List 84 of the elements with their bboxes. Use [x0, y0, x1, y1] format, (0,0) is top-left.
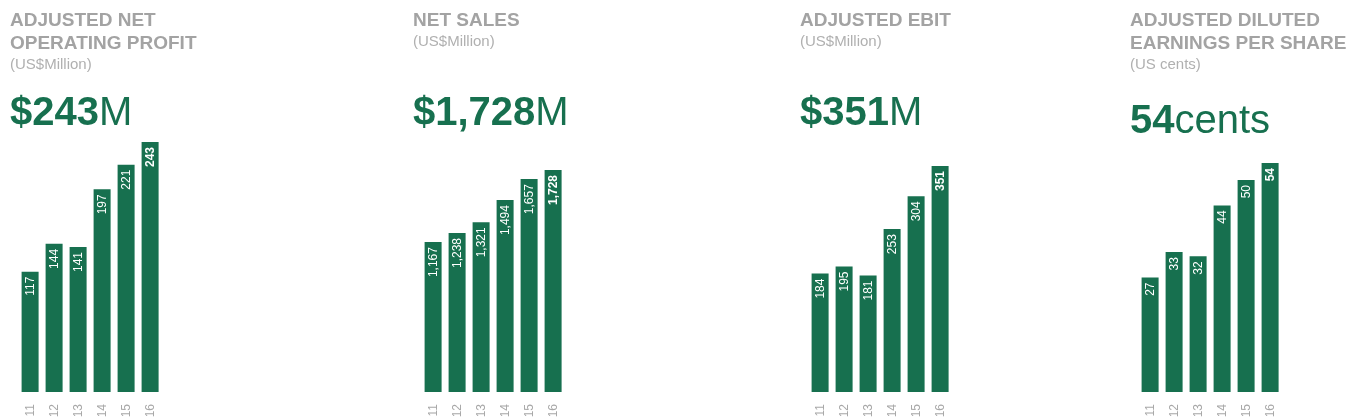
x-tick-label: 16	[143, 403, 157, 418]
bar	[448, 232, 466, 392]
x-tick-label: 15	[1239, 403, 1253, 418]
data-label: 181	[861, 280, 876, 301]
chart-title: ADJUSTED NET OPERATING PROFIT	[10, 8, 198, 54]
bar	[1141, 277, 1159, 392]
chart-subtitle: (US$Million)	[413, 31, 496, 51]
data-label: 144	[47, 248, 62, 269]
text: $243M	[10, 89, 133, 133]
chart-subtitle: (US$Million)	[800, 31, 883, 51]
data-label: 184	[813, 278, 828, 299]
bar	[141, 142, 159, 392]
x-tick-label: 12	[47, 403, 61, 418]
bar	[811, 273, 829, 392]
data-label: 1,321	[474, 226, 489, 258]
data-label: 304	[909, 200, 924, 222]
bar	[859, 275, 877, 392]
data-label: 141	[71, 251, 86, 272]
data-label: 221	[119, 169, 134, 190]
data-label: 117	[23, 276, 38, 296]
data-label: 33	[1167, 256, 1182, 271]
bar	[93, 189, 111, 392]
x-tick-label: 15	[522, 403, 536, 418]
x-tick-label: 14	[1215, 403, 1229, 418]
x-tick-label: 16	[546, 403, 560, 418]
chart-subtitle: (US$Million)	[10, 54, 93, 74]
bar	[117, 164, 135, 392]
bar	[835, 266, 853, 392]
chart-title: NET SALES	[413, 8, 521, 31]
bar	[45, 243, 63, 392]
x-tick-label: 15	[119, 403, 133, 418]
bar	[1189, 256, 1207, 392]
bar	[520, 179, 538, 392]
data-label: 54	[1263, 167, 1278, 182]
bar	[496, 200, 514, 392]
bar	[907, 196, 925, 392]
x-tick-label: 11	[426, 403, 440, 417]
data-label: 1,494	[498, 204, 513, 236]
data-label: 32	[1191, 260, 1206, 275]
chart-title: ADJUSTED DILUTED EARNINGS PER SHARE	[1130, 8, 1348, 54]
data-label: 44	[1215, 210, 1230, 224]
x-tick-label: 16	[933, 403, 947, 418]
data-label: 1,238	[450, 237, 465, 268]
x-tick-label: 11	[1143, 403, 1157, 417]
x-tick-label: 13	[474, 403, 488, 418]
bar	[1237, 179, 1255, 392]
x-tick-label: 13	[861, 403, 875, 418]
data-label: 1,728	[546, 174, 561, 206]
bar	[1213, 205, 1231, 392]
bar	[931, 166, 949, 392]
x-tick-label: 12	[837, 403, 851, 418]
bar	[424, 242, 442, 392]
bar	[472, 222, 490, 392]
data-label: 351	[933, 170, 948, 192]
x-tick-label: 14	[95, 403, 109, 418]
data-label: 253	[885, 233, 900, 255]
bar	[1261, 163, 1279, 392]
text: $351M	[800, 89, 923, 133]
data-label: 50	[1239, 184, 1254, 199]
data-label: 195	[837, 271, 852, 292]
data-label: 1,657	[522, 183, 537, 215]
text: $1,728M	[413, 89, 569, 133]
bar	[544, 170, 562, 392]
bar	[883, 229, 901, 392]
chart-title: ADJUSTED EBIT	[800, 8, 952, 31]
x-tick-label: 12	[450, 403, 464, 418]
data-label: 1,167	[426, 246, 441, 278]
x-tick-label: 14	[498, 403, 512, 418]
x-tick-label: 15	[909, 403, 923, 418]
x-tick-label: 11	[813, 403, 827, 417]
data-label: 197	[95, 194, 110, 215]
text: 54cents	[1130, 97, 1271, 141]
x-tick-label: 16	[1263, 403, 1277, 418]
data-label: 27	[1143, 282, 1158, 296]
bar	[21, 271, 39, 392]
bar	[1165, 252, 1183, 392]
x-tick-label: 12	[1167, 403, 1181, 418]
bar	[69, 246, 87, 392]
data-label: 243	[143, 146, 158, 168]
x-tick-label: 13	[1191, 403, 1205, 418]
x-tick-label: 11	[23, 403, 37, 417]
x-tick-label: 13	[71, 403, 85, 418]
chart-subtitle: (US cents)	[1130, 54, 1202, 74]
x-tick-label: 14	[885, 403, 899, 418]
